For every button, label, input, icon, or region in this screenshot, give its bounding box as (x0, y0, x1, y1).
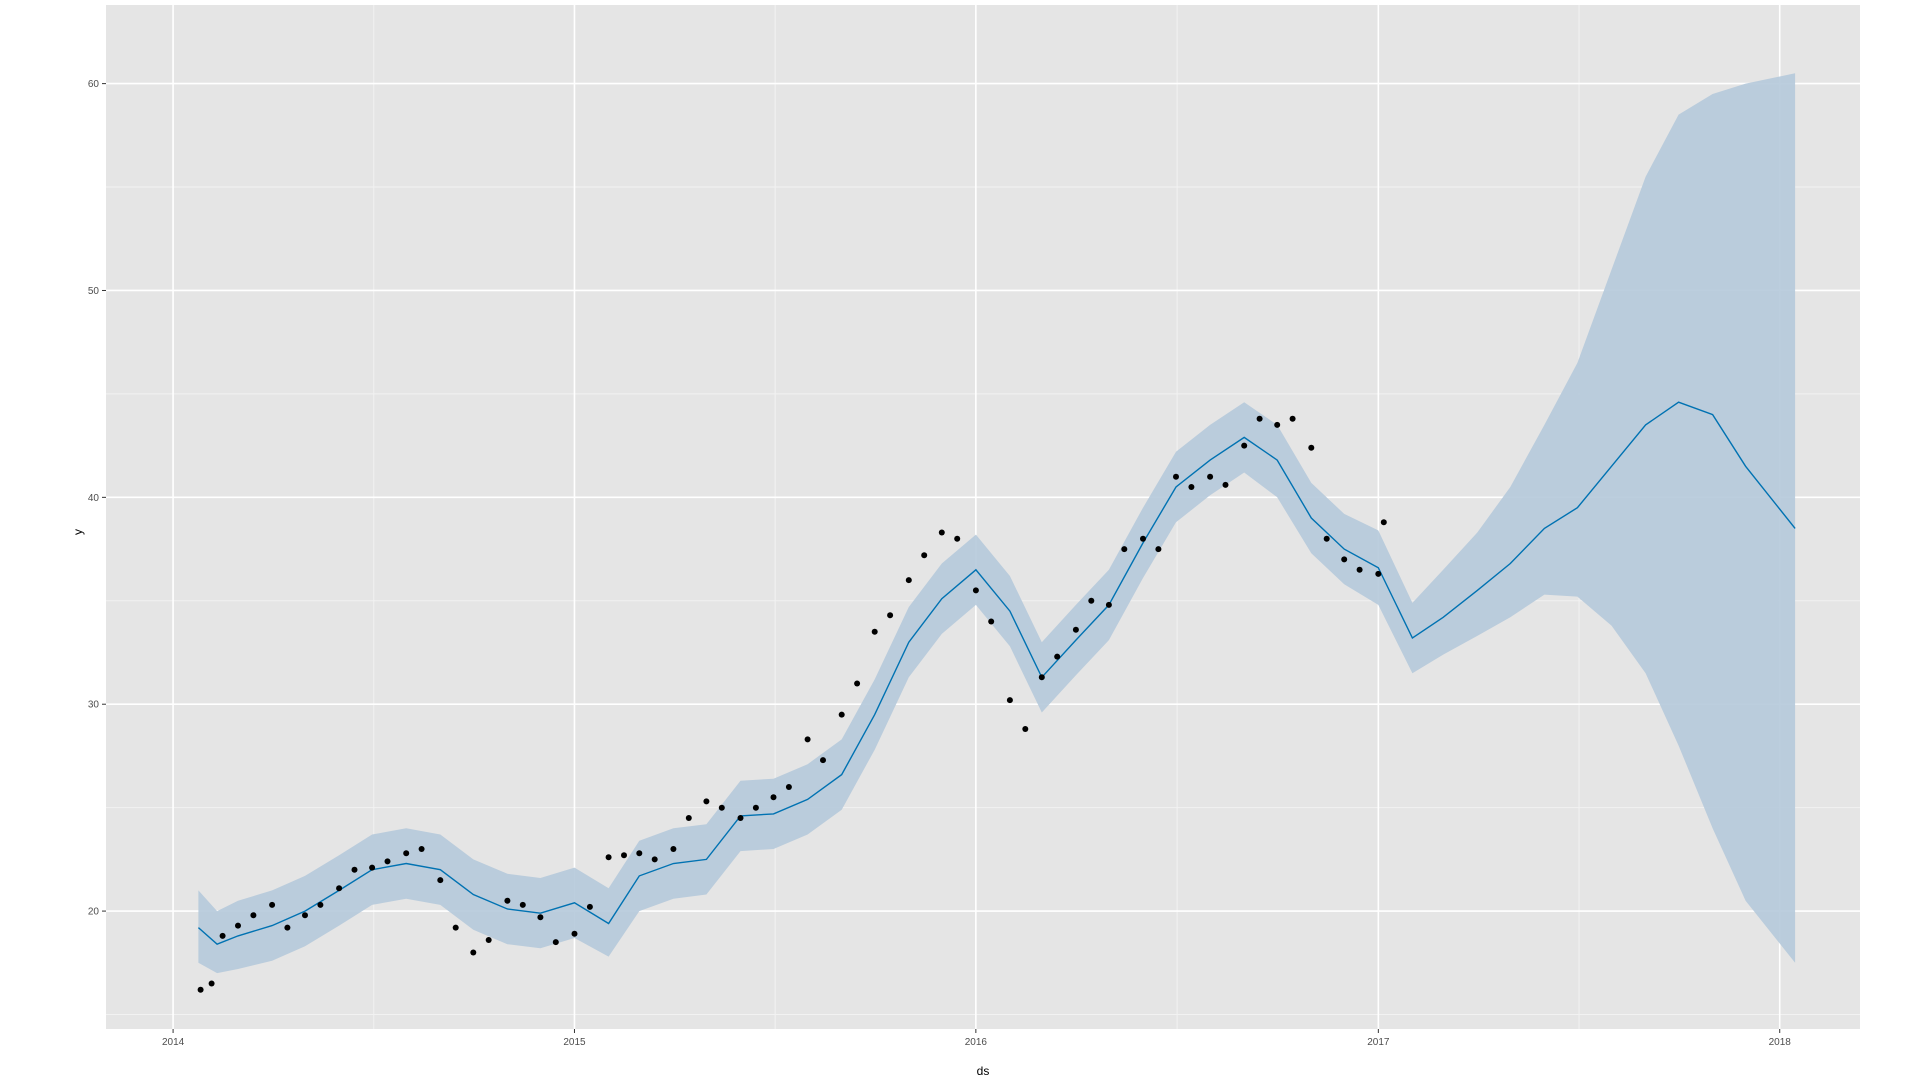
observed-point (718, 804, 725, 811)
observed-point (1289, 415, 1296, 422)
observed-point (1256, 415, 1263, 422)
observed-point (1121, 546, 1128, 553)
observed-point (972, 587, 979, 594)
observed-point (1022, 726, 1029, 732)
observed-point (403, 850, 410, 857)
observed-point (452, 924, 459, 931)
observed-point (1173, 473, 1179, 480)
observed-point (208, 980, 215, 987)
observed-point (336, 885, 343, 892)
major-gridlines (106, 5, 1860, 1029)
observed-point (1038, 674, 1045, 681)
observed-point (418, 846, 425, 852)
observed-point (504, 897, 511, 904)
observed-point (785, 784, 792, 790)
observed-point (1241, 442, 1248, 449)
observed-point (537, 914, 544, 921)
observed-point (1356, 566, 1363, 573)
forecast-line-layer (197, 401, 1796, 946)
observed-point (317, 901, 324, 908)
y-tick-label: 20 (88, 907, 100, 918)
x-tick-label: 2016 (965, 1037, 988, 1048)
observed-point (854, 680, 861, 687)
y-tick-label: 60 (88, 79, 100, 90)
observed-point (384, 858, 391, 865)
observed-point (1054, 653, 1061, 660)
observed-point (1207, 473, 1214, 480)
y-tick-label: 40 (88, 493, 100, 504)
observed-point (1274, 421, 1281, 428)
observed-point (988, 618, 995, 625)
y-tick-label: 50 (88, 286, 100, 297)
observed-point (470, 949, 477, 956)
observed-point (651, 856, 658, 863)
observed-point (621, 852, 627, 859)
observed-point (1006, 697, 1013, 704)
observed-point (605, 854, 612, 861)
observed-point (938, 529, 945, 536)
observed-point (351, 866, 358, 873)
observed-point (703, 798, 710, 805)
observed-point (1375, 570, 1382, 577)
x-axis-title: ds (977, 1064, 990, 1078)
observed-point (1155, 546, 1162, 553)
x-tick-label: 2018 (1769, 1037, 1792, 1048)
observed-point (269, 901, 276, 908)
observed-point (1105, 601, 1112, 608)
y-axis-title: y (71, 529, 85, 535)
observed-point (820, 757, 826, 764)
uncertainty-band-layer (198, 73, 1796, 974)
observed-point (670, 846, 677, 852)
observed-point (954, 535, 961, 542)
x-axis-ticks: 2014 2015 2016 2017 2018 (162, 1029, 1791, 1048)
x-tick-label: 2017 (1367, 1037, 1390, 1048)
observed-point (485, 937, 492, 943)
observed-point (552, 939, 559, 946)
observed-point (302, 912, 308, 919)
observed-point (235, 922, 241, 929)
observed-point (921, 552, 928, 559)
uncertainty-band (198, 73, 1796, 974)
observed-point (685, 815, 692, 821)
x-tick-label: 2015 (563, 1037, 586, 1048)
observed-point (737, 815, 744, 821)
observed-point (871, 628, 878, 635)
observed-point (1380, 519, 1387, 526)
observed-point (197, 986, 204, 993)
y-axis-ticks: 20 30 40 50 60 (88, 79, 106, 918)
observed-point (1140, 535, 1146, 542)
observed-point (905, 577, 912, 584)
observed-point (1308, 444, 1315, 451)
observed-points-layer (197, 415, 1387, 993)
x-tick-label: 2014 (162, 1037, 185, 1048)
observed-point (804, 736, 811, 743)
observed-point (219, 932, 226, 939)
observed-point (250, 912, 257, 919)
observed-point (437, 877, 444, 884)
observed-point (519, 901, 526, 908)
observed-point (752, 804, 759, 811)
observed-point (1341, 556, 1348, 563)
observed-point (1188, 484, 1195, 490)
observed-point (571, 930, 578, 937)
observed-point (1222, 481, 1229, 488)
observed-point (1072, 626, 1079, 633)
observed-point (887, 612, 894, 619)
observed-point (770, 794, 777, 801)
observed-point (284, 924, 291, 931)
observed-point (838, 711, 845, 718)
observed-point (586, 903, 593, 910)
observed-point (1323, 535, 1330, 542)
observed-point (369, 864, 376, 871)
y-tick-label: 30 (88, 700, 100, 711)
observed-point (1088, 597, 1095, 604)
forecast-line (197, 401, 1796, 946)
observed-point (636, 850, 643, 857)
